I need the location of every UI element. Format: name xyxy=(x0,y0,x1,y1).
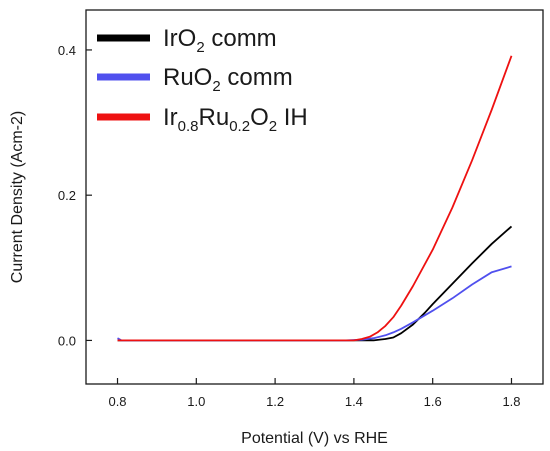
x-axis-title: Potential (V) vs RHE xyxy=(241,430,388,447)
series-layer xyxy=(117,55,513,342)
x-tick-label: 1.0 xyxy=(187,394,205,409)
x-tick-label: 0.8 xyxy=(108,394,126,409)
plot-frame xyxy=(85,9,544,385)
series-line-3 xyxy=(117,55,513,342)
tick-layer: 0.8 1.0 1.2 1.4 1.6 1.8 0.0 0.2 0.4 xyxy=(58,43,521,409)
y-tick-label: 0.4 xyxy=(58,43,76,58)
y-tick-label: 0.0 xyxy=(58,333,76,348)
x-tick-label: 1.6 xyxy=(424,394,442,409)
x-tick-label: 1.8 xyxy=(502,394,520,409)
legend-label-2: RuO2 comm xyxy=(163,64,293,95)
y-axis-title: Current Density (Acm-2) xyxy=(9,111,26,283)
legend: IrO2 comm RuO2 comm Ir0.8Ru0.2O2 IH xyxy=(97,25,308,135)
y-tick-label: 0.2 xyxy=(58,188,76,203)
x-tick-label: 1.4 xyxy=(345,394,363,409)
x-tick-label: 1.2 xyxy=(266,394,284,409)
legend-label-1: IrO2 comm xyxy=(163,25,277,56)
legend-label-3: Ir0.8Ru0.2O2 IH xyxy=(163,104,308,135)
